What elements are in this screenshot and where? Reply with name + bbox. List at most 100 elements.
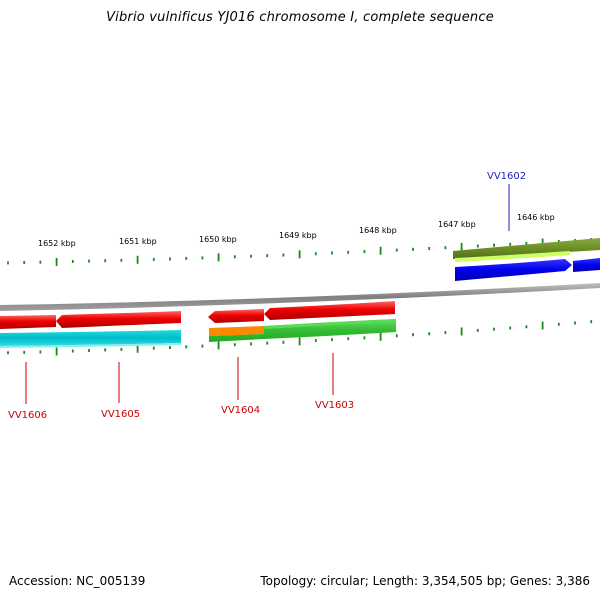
minor-tick	[314, 252, 317, 256]
minor-tick	[23, 261, 26, 264]
major-tick	[217, 253, 220, 262]
minor-tick	[314, 339, 317, 342]
minor-tick	[266, 341, 269, 345]
minor-tick	[476, 328, 479, 332]
minor-tick	[282, 340, 285, 344]
minor-tick	[590, 320, 593, 324]
major-tick	[460, 242, 463, 251]
genome-backbone	[0, 283, 600, 311]
gene-arrow-vv1603	[264, 301, 395, 320]
minor-tick	[88, 349, 90, 352]
minor-tick	[476, 244, 479, 248]
minor-tick	[201, 256, 204, 260]
minor-tick	[88, 259, 90, 263]
minor-tick	[120, 347, 123, 351]
minor-tick	[120, 258, 123, 262]
minor-tick	[557, 322, 560, 326]
gene-arrow-vv1602	[455, 259, 572, 281]
cog-bar-cyan	[0, 330, 181, 346]
inner-scale-ticks	[7, 320, 593, 356]
gene-label-vv1605[interactable]: VV1605	[101, 409, 140, 420]
major-tick	[217, 341, 220, 350]
minor-tick	[395, 334, 398, 338]
minor-tick	[444, 246, 447, 250]
minor-tick	[574, 321, 576, 325]
minor-tick	[412, 333, 414, 337]
minor-tick	[169, 346, 171, 349]
minor-tick	[509, 326, 512, 330]
cog-bar-green-shade	[264, 319, 396, 329]
cog-bar-green-main	[209, 319, 396, 342]
reverse-strand-features	[0, 301, 396, 348]
minor-tick	[185, 256, 188, 260]
gene-label-leaders	[25, 184, 510, 404]
minor-tick	[185, 345, 188, 349]
gene-arrow-vv1606	[0, 315, 56, 329]
minor-tick	[169, 257, 171, 261]
gene-label-vv1603[interactable]: VV1603	[315, 400, 354, 411]
minor-tick	[266, 254, 269, 258]
major-tick	[379, 246, 382, 255]
major-tick	[379, 332, 382, 341]
minor-tick	[233, 343, 236, 347]
minor-tick	[104, 348, 107, 352]
minor-tick	[493, 327, 495, 331]
minor-tick	[201, 344, 204, 348]
minor-tick	[71, 260, 74, 263]
minor-tick	[331, 338, 333, 342]
scale-label-1650: 1650 kbp	[199, 235, 237, 244]
minor-tick	[428, 247, 431, 250]
gene-arrow-vv1604	[208, 309, 264, 323]
major-tick	[460, 327, 463, 336]
minor-tick	[152, 346, 155, 350]
minor-tick	[428, 332, 431, 336]
major-tick	[541, 321, 544, 330]
minor-tick	[525, 325, 528, 329]
scale-label-1652: 1652 kbp	[38, 239, 76, 248]
major-tick	[298, 337, 301, 346]
major-tick	[136, 255, 139, 264]
minor-tick	[71, 349, 74, 353]
scale-labels: 1652 kbp 1651 kbp 1650 kbp 1649 kbp 1648…	[38, 213, 555, 248]
minor-tick	[395, 248, 398, 252]
minor-tick	[347, 250, 350, 254]
cog-bar-orange	[209, 326, 264, 336]
major-tick	[298, 250, 301, 259]
minor-tick	[509, 242, 512, 246]
scale-label-1651: 1651 kbp	[119, 237, 157, 246]
minor-tick	[7, 261, 9, 265]
minor-tick	[39, 260, 42, 264]
major-tick	[541, 238, 544, 247]
forward-strand-features	[453, 238, 600, 281]
minor-tick	[23, 350, 26, 354]
minor-tick	[557, 240, 560, 243]
major-tick	[136, 344, 139, 353]
minor-tick	[444, 331, 447, 335]
cog-bar-cyan-shadow	[0, 343, 181, 348]
minor-tick	[7, 351, 9, 355]
gene-label-vv1606[interactable]: VV1606	[8, 410, 47, 421]
scale-label-1648: 1648 kbp	[359, 226, 397, 235]
minor-tick	[525, 241, 528, 245]
gene-labels: VV1602 VV1603 VV1604 VV1605 VV1606	[8, 171, 526, 421]
minor-tick	[250, 254, 252, 258]
scale-label-1649: 1649 kbp	[279, 231, 317, 240]
minor-tick	[233, 255, 236, 259]
minor-tick	[347, 337, 350, 341]
cog-bar-lime	[455, 251, 570, 262]
map-title: Vibrio vulnificus YJ016 chromosome I, co…	[106, 10, 494, 25]
minor-tick	[39, 350, 42, 354]
minor-tick	[363, 250, 366, 254]
gene-label-vv1602[interactable]: VV1602	[487, 171, 526, 182]
gene-arrow-next	[573, 258, 600, 272]
minor-tick	[412, 247, 414, 251]
cog-bar-olive	[453, 238, 600, 259]
accession-text: Accession: NC_005139	[9, 574, 146, 588]
minor-tick	[104, 259, 107, 263]
minor-tick	[152, 257, 155, 261]
gene-label-vv1604[interactable]: VV1604	[221, 405, 260, 416]
minor-tick	[493, 243, 495, 247]
gene-arrow-vv1605	[56, 311, 181, 328]
minor-tick	[331, 251, 333, 255]
